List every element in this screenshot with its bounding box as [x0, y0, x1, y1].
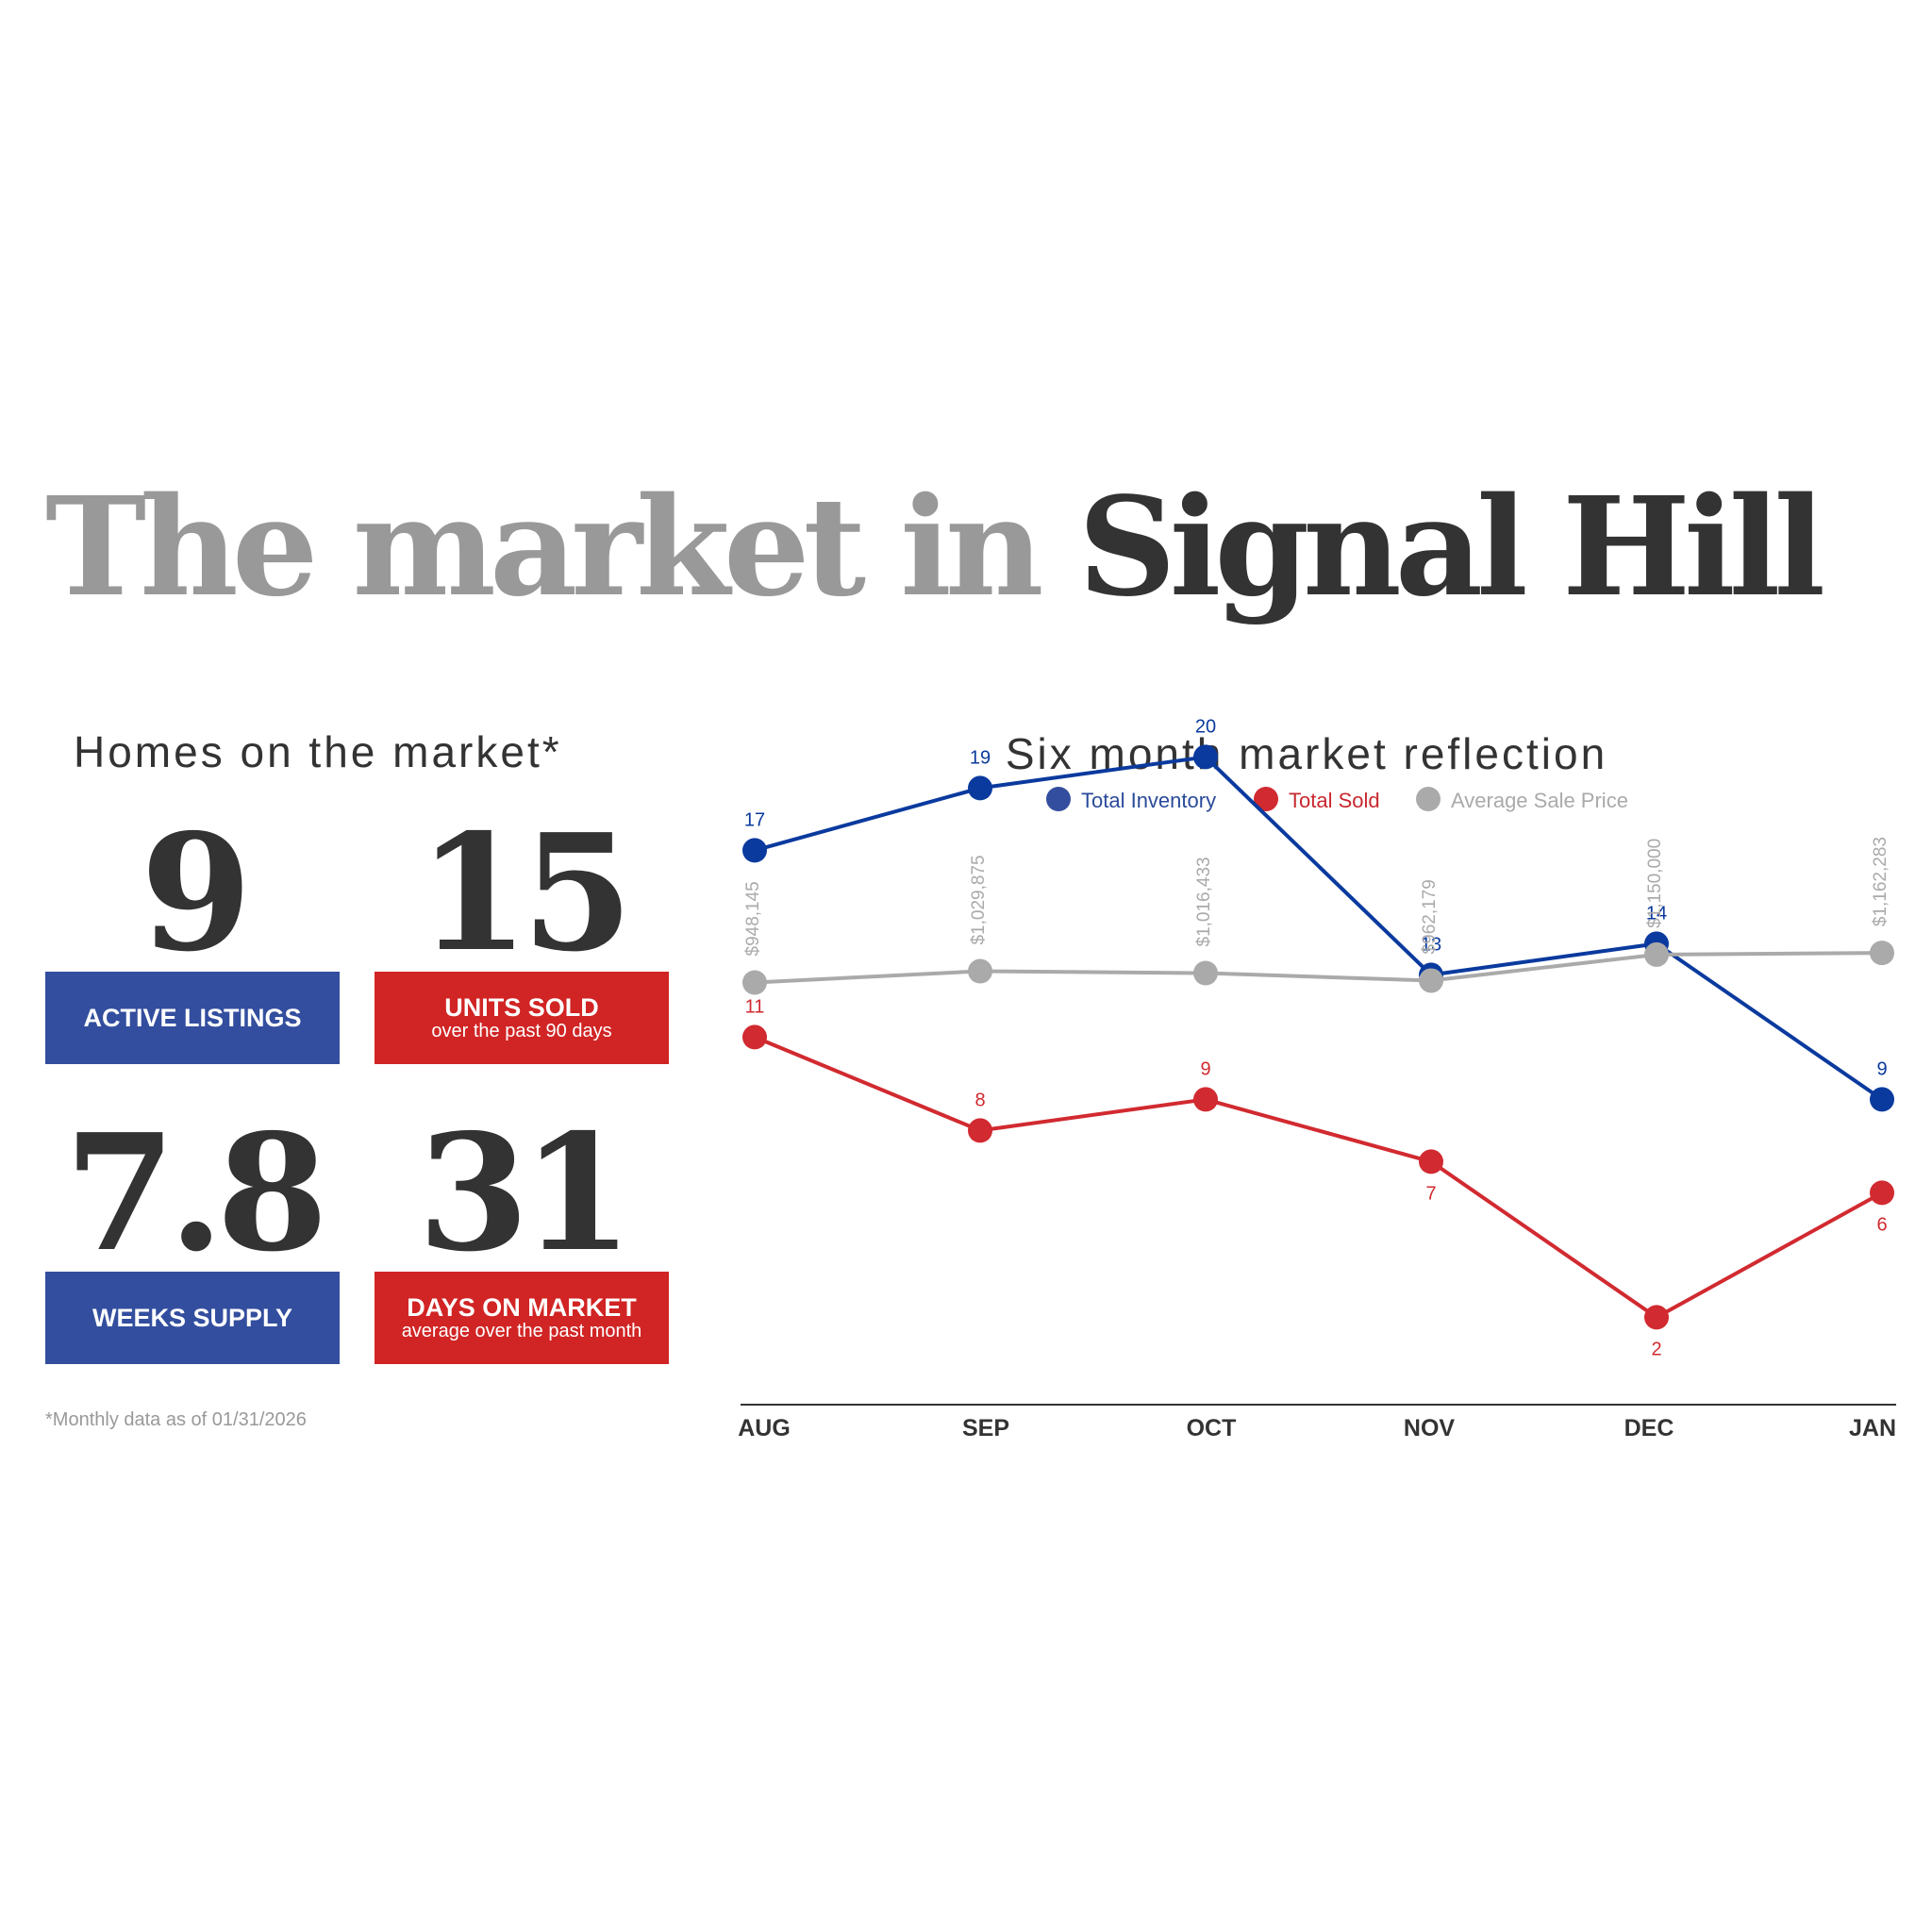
point-average-sale-price-oct [1193, 960, 1218, 986]
legend-dot-total-inventory [1046, 787, 1071, 811]
data-label-total-inventory-oct: 20 [1195, 716, 1216, 737]
point-total-sold-aug [742, 1024, 767, 1050]
units-sold-sub: over the past 90 days [431, 1021, 612, 1042]
data-label-average-sale-price-sep: $1,029,875 [969, 855, 989, 944]
point-total-sold-sep [968, 1118, 992, 1143]
data-label-total-sold-jan: 6 [1876, 1214, 1887, 1235]
homes-heading: Homes on the market* [74, 727, 562, 776]
x-tick-jan: JAN [1849, 1415, 1896, 1441]
x-tick-oct: OCT [1187, 1415, 1237, 1441]
point-total-inventory-aug [742, 838, 767, 863]
series-average-sale-price: $948,145 $1,029,875 $1,016,433 $962,179 $1,1… [742, 837, 1894, 995]
weeks-supply-value: 7.8 [64, 1099, 328, 1288]
point-average-sale-price-dec [1644, 941, 1669, 967]
data-label-total-inventory-sep: 19 [970, 747, 991, 768]
series-total-sold: 11 8 9 7 2 6 [742, 996, 1894, 1359]
x-tick-nov: NOV [1404, 1415, 1456, 1441]
units-sold-value: 15 [417, 799, 634, 988]
footnote: *Monthly data as of 01/31/2026 [45, 1409, 307, 1430]
point-total-sold-oct [1193, 1087, 1218, 1112]
x-tick-sep: SEP [962, 1415, 1009, 1441]
active-listings-label: ACTIVE LISTINGS [83, 1003, 302, 1032]
chart-legend: Total Inventory Total Sold Average Sale Pr… [1046, 787, 1628, 812]
days-on-market-box: DAYS ON MARKET average over the past mon… [375, 1272, 669, 1364]
legend-dot-average-sale-price [1416, 787, 1441, 811]
x-tick-dec: DEC [1624, 1415, 1674, 1441]
days-on-market-sub: average over the past month [401, 1321, 642, 1342]
data-label-total-inventory-dec: 14 [1646, 903, 1667, 924]
units-sold-label: UNITS SOLD [444, 992, 599, 1022]
active-listings-box: ACTIVE LISTINGS [45, 972, 340, 1064]
days-on-market-label: DAYS ON MARKET [407, 1292, 637, 1322]
weeks-supply-label: WEEKS SUPPLY [92, 1303, 293, 1332]
x-tick-aug: AUG [738, 1415, 791, 1441]
point-average-sale-price-aug [742, 970, 767, 995]
weeks-supply-box: WEEKS SUPPLY [45, 1272, 340, 1364]
line-average-sale-price [754, 951, 1883, 985]
data-label-total-sold-sep: 8 [974, 1090, 985, 1110]
point-total-inventory-jan [1870, 1087, 1894, 1112]
data-label-average-sale-price-jan: $1,162,283 [1871, 837, 1890, 926]
data-label-total-sold-dec: 2 [1651, 1339, 1661, 1359]
data-label-average-sale-price-oct: $1,016,433 [1194, 857, 1214, 946]
active-listings-value: 9 [140, 799, 252, 988]
days-on-market-value: 31 [417, 1099, 634, 1288]
data-label-total-sold-oct: 9 [1200, 1058, 1210, 1079]
data-label-average-sale-price-aug: $948,145 [743, 881, 763, 956]
line-total-sold [754, 1035, 1883, 1320]
point-total-sold-nov [1419, 1149, 1443, 1174]
point-total-sold-jan [1870, 1180, 1894, 1206]
point-average-sale-price-jan [1870, 941, 1894, 966]
series-layer: 17 19 20 13 14 9 11 8 9 7 2 6 $948,145 $1,029,875 $1,0… [742, 716, 1894, 1359]
point-total-inventory-oct [1193, 744, 1218, 770]
data-label-total-inventory-nov: 13 [1421, 934, 1441, 955]
data-label-total-sold-nov: 7 [1425, 1183, 1436, 1204]
data-label-total-inventory-aug: 17 [744, 809, 765, 830]
line-total-inventory [754, 755, 1884, 1102]
legend-label-total-sold: Total Sold [1289, 789, 1380, 812]
title-place: Signal Hill [1077, 467, 1825, 626]
data-label-total-inventory-jan: 9 [1876, 1058, 1887, 1079]
legend-label-total-inventory: Total Inventory [1081, 789, 1216, 812]
legend-dot-total-sold [1254, 787, 1278, 811]
data-label-average-sale-price-dec: $1,150,000 [1645, 839, 1665, 928]
x-axis-ticks: AUG SEP OCT NOV DEC JAN [738, 1415, 1896, 1441]
point-total-inventory-sep [968, 775, 992, 801]
point-average-sale-price-nov [1419, 968, 1443, 993]
page-title: The market in Signal Hill [45, 479, 1825, 615]
units-sold-box: UNITS SOLD over the past 90 days [375, 972, 669, 1064]
legend-label-average-sale-price: Average Sale Price [1451, 789, 1628, 812]
data-label-average-sale-price-nov: $962,179 [1420, 879, 1440, 954]
title-prefix: The market in [45, 467, 1078, 626]
point-total-sold-dec [1644, 1305, 1669, 1330]
point-average-sale-price-sep [968, 958, 992, 984]
data-label-total-sold-aug: 11 [745, 996, 765, 1017]
